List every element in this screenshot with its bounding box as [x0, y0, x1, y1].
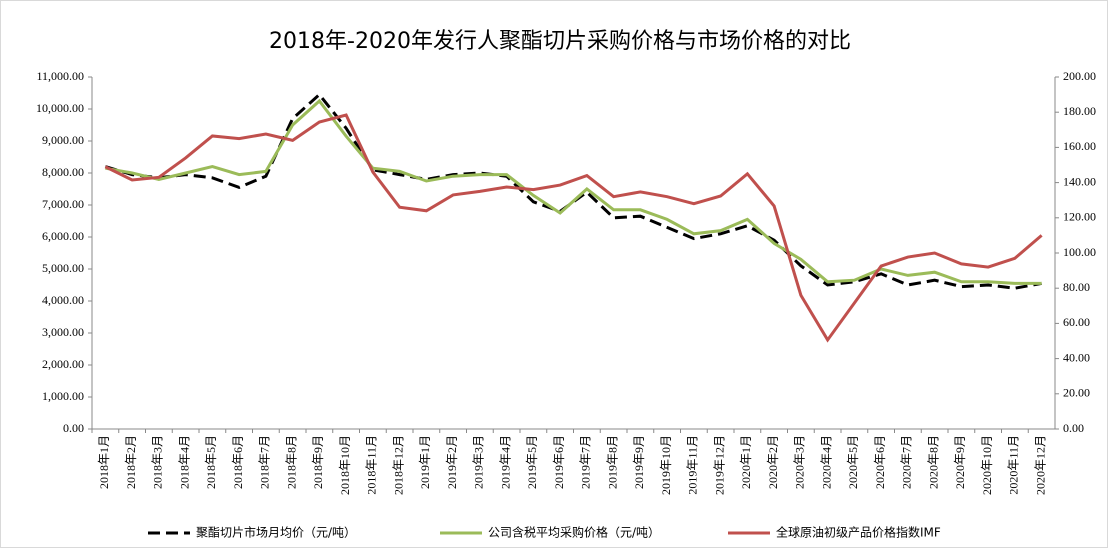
x-tick-label: 2018年11月 [365, 435, 379, 495]
x-tick-label: 2020年9月 [953, 435, 967, 489]
x-tick-label: 2020年5月 [846, 435, 860, 489]
y-tick-label: 8,000.00 [42, 165, 84, 179]
x-tick-label: 2020年3月 [793, 435, 807, 489]
y2-tick-label: 140.00 [1063, 174, 1096, 188]
y-tick-label: 9,000.00 [42, 133, 84, 147]
y-tick-label: 5,000.00 [42, 261, 84, 275]
x-tick-label: 2020年10月 [980, 435, 994, 495]
x-tick-label: 2018年1月 [97, 435, 111, 489]
y-tick-label: 7,000.00 [42, 197, 84, 211]
y-tick-label: 3,000.00 [42, 325, 84, 339]
x-tick-label: 2019年11月 [686, 435, 700, 495]
y-tick-label: 1,000.00 [42, 389, 84, 403]
x-tick-label: 2020年1月 [739, 435, 753, 489]
y2-tick-label: 20.00 [1063, 386, 1090, 400]
legend-label: 全球原油初级产品价格指数IMF [776, 525, 941, 540]
y2-tick-label: 40.00 [1063, 350, 1090, 364]
x-tick-label: 2019年4月 [498, 435, 512, 489]
y-tick-label: 0.00 [63, 421, 84, 435]
y-tick-label: 10,000.00 [36, 101, 84, 115]
x-tick-label: 2020年6月 [873, 435, 887, 489]
x-tick-label: 2018年9月 [311, 435, 325, 489]
x-tick-label: 2019年2月 [445, 435, 459, 489]
y2-tick-label: 160.00 [1063, 139, 1096, 153]
series-line [104, 92, 1042, 290]
series-line [105, 98, 1042, 285]
x-tick-label: 2020年8月 [926, 435, 940, 489]
x-tick-label: 2018年8月 [284, 435, 298, 489]
y-tick-label: 4,000.00 [42, 293, 84, 307]
x-tick-label: 2018年3月 [151, 435, 165, 489]
x-tick-label: 2019年7月 [579, 435, 593, 489]
x-tick-label: 2019年10月 [659, 435, 673, 495]
x-tick-label: 2018年4月 [177, 435, 191, 489]
x-tick-label: 2018年2月 [124, 435, 138, 489]
legend-label: 公司含税平均采购价格（元/吨） [488, 525, 660, 540]
x-tick-label: 2018年6月 [231, 435, 245, 489]
x-tick-label: 2019年6月 [552, 435, 566, 489]
y2-tick-label: 80.00 [1063, 280, 1090, 294]
y2-tick-label: 100.00 [1063, 245, 1096, 259]
y2-tick-label: 60.00 [1063, 315, 1090, 329]
y2-tick-label: 180.00 [1063, 104, 1096, 118]
x-tick-label: 2019年9月 [632, 435, 646, 489]
x-tick-label: 2018年5月 [204, 435, 218, 489]
x-tick-label: 2018年12月 [391, 435, 405, 495]
x-tick-label: 2020年11月 [1007, 435, 1021, 495]
series-line [104, 113, 1043, 343]
x-tick-label: 2019年1月 [418, 435, 432, 489]
x-tick-label: 2019年5月 [525, 435, 539, 489]
y2-tick-label: 120.00 [1063, 210, 1096, 224]
y2-tick-label: 200.00 [1063, 69, 1096, 83]
y-tick-label: 6,000.00 [42, 229, 84, 243]
x-tick-label: 2020年2月 [766, 435, 780, 489]
y2-tick-label: 0.00 [1063, 421, 1084, 435]
x-tick-label: 2020年12月 [1033, 435, 1047, 495]
chart-title: 2018年-2020年发行人聚酯切片采购价格与市场价格的对比 [269, 29, 851, 54]
legend-label: 聚酯切片市场月均价（元/吨） [196, 525, 356, 540]
x-tick-label: 2018年7月 [258, 435, 272, 489]
x-tick-label: 2018年10月 [338, 435, 352, 495]
x-tick-label: 2019年3月 [472, 435, 486, 489]
x-tick-label: 2019年8月 [605, 435, 619, 489]
x-tick-label: 2020年4月 [819, 435, 833, 489]
y-tick-label: 2,000.00 [42, 357, 84, 371]
x-tick-label: 2020年7月 [900, 435, 914, 489]
x-tick-label: 2019年12月 [712, 435, 726, 495]
y-tick-label: 11,000.00 [36, 69, 84, 83]
